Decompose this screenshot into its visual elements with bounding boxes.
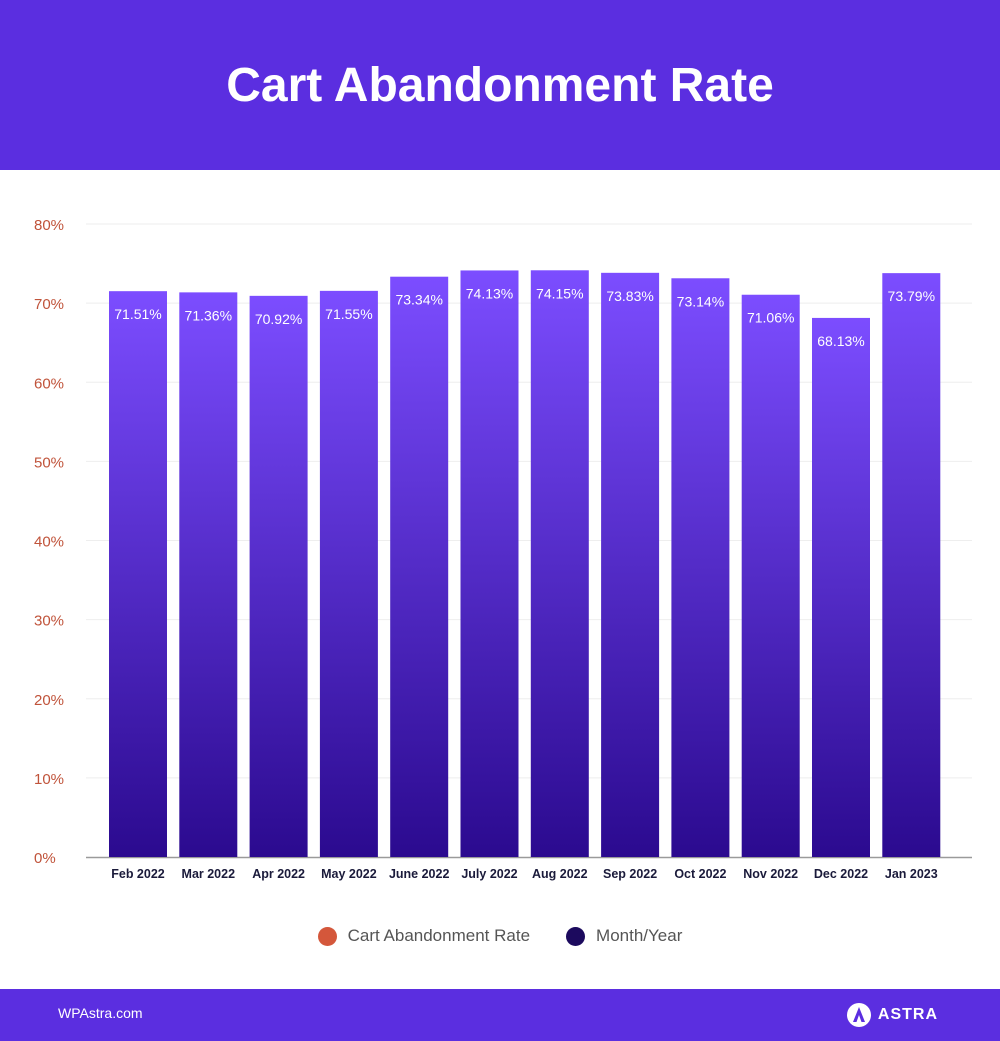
bar-value-label: 73.83%	[606, 288, 653, 304]
x-tick-label: Sep 2022	[603, 867, 657, 881]
bar	[179, 292, 238, 857]
y-tick-label: 0%	[34, 850, 56, 867]
bar-value-label: 70.92%	[255, 311, 302, 327]
y-tick-label: 50%	[34, 454, 64, 471]
bar-chart: 0% 10% 20% 30% 40% 50% 60% 70% 80% 71.51% Feb 2022…	[34, 217, 972, 881]
bar	[741, 294, 800, 857]
x-tick-label: Jan 2023	[885, 867, 938, 881]
bar-value-label: 73.34%	[395, 292, 442, 308]
x-tick-label: July 2022	[461, 867, 517, 881]
bar	[109, 291, 167, 857]
bar-value-label: 71.55%	[325, 306, 372, 322]
legend-item-month-year: Month/Year	[566, 926, 682, 946]
bar-value-label: 74.13%	[466, 285, 513, 301]
y-tick-label: 20%	[34, 692, 64, 709]
y-tick-label: 70%	[34, 296, 64, 313]
bar-value-label: 71.51%	[114, 306, 161, 322]
bar	[460, 270, 519, 857]
bar	[812, 317, 870, 857]
bar-value-label: 71.06%	[747, 310, 794, 326]
astra-logo-icon	[846, 1003, 871, 1027]
bar-value-label: 68.13%	[817, 333, 864, 349]
x-tick-label: Aug 2022	[532, 867, 588, 881]
legend-item-cart-abandonment: Cart Abandonment Rate	[317, 926, 531, 946]
y-tick-label: 30%	[34, 613, 64, 630]
y-tick-label: 80%	[34, 217, 64, 234]
legend-swatch-icon	[317, 926, 337, 946]
x-tick-label: Oct 2022	[674, 867, 726, 881]
bar-value-label: 73.14%	[677, 293, 724, 309]
bar	[249, 295, 308, 858]
bar	[319, 290, 378, 858]
site-url: WPAstra.com	[58, 1005, 143, 1021]
legend-label: Cart Abandonment Rate	[347, 926, 531, 945]
bar-value-label: 74.15%	[536, 285, 583, 301]
legend-swatch-icon	[566, 926, 586, 946]
bar-value-label: 73.79%	[888, 288, 935, 304]
bar	[882, 273, 941, 858]
legend-label: Month/Year	[596, 926, 683, 945]
footer-bar: WPAstra.com ASTRA	[0, 989, 1000, 1041]
brand-name: ASTRA	[877, 1006, 938, 1023]
y-tick-label: 40%	[34, 534, 64, 551]
x-tick-label: June 2022	[389, 867, 450, 881]
bar	[530, 270, 589, 858]
bar	[671, 278, 730, 857]
header-banner: Cart Abandonment Rate	[0, 0, 1000, 170]
x-tick-label: Dec 2022	[814, 867, 868, 881]
bar-value-label: 71.36%	[185, 307, 232, 323]
bar	[601, 272, 660, 857]
x-tick-label: Apr 2022	[252, 867, 305, 881]
x-tick-label: Nov 2022	[743, 867, 798, 881]
x-tick-label: Mar 2022	[182, 867, 236, 881]
brand-logo: ASTRA	[846, 1002, 938, 1028]
legend: Cart Abandonment Rate Month/Year	[0, 926, 1000, 946]
bar	[390, 276, 449, 857]
chart-title: Cart Abandonment Rate	[226, 59, 774, 112]
y-tick-label: 10%	[34, 771, 64, 788]
x-tick-label: Feb 2022	[111, 867, 165, 881]
y-tick-label: 60%	[34, 375, 64, 392]
x-tick-label: May 2022	[321, 867, 377, 881]
